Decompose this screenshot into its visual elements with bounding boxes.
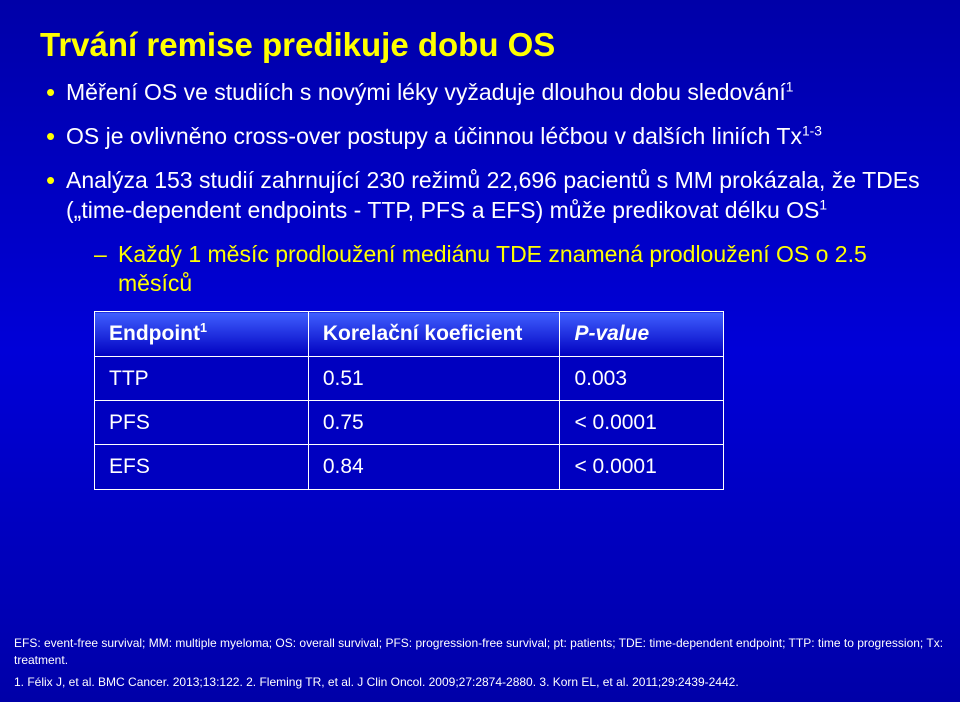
th-koef: Korelační koeficient (308, 312, 560, 356)
cell-pv: < 0.0001 (560, 400, 724, 444)
bullet-2-sup: 1-3 (802, 123, 822, 138)
footnotes: EFS: event-free survival; MM: multiple m… (14, 635, 946, 690)
bullet-3-text: Analýza 153 studií zahrnující 230 režimů… (66, 167, 920, 223)
th-endpoint-text: Endpoint (109, 322, 200, 345)
bullet-1-sup: 1 (786, 79, 794, 94)
sub-bullet-1: Každý 1 měsíc prodloužení mediánu TDE zn… (94, 240, 920, 300)
cell-ep: PFS (95, 400, 309, 444)
slide: Trvání remise predikuje dobu OS Měření O… (0, 0, 960, 702)
slide-title: Trvání remise predikuje dobu OS (40, 26, 920, 64)
cell-koef: 0.51 (308, 356, 560, 400)
correlation-table-wrap: Endpoint1 Korelační koeficient P-value T… (94, 311, 724, 489)
cell-pv: < 0.0001 (560, 445, 724, 489)
bullet-list: Měření OS ve studiích s novými léky vyža… (40, 78, 920, 490)
footnote-refs: 1. Félix J, et al. BMC Cancer. 2013;13:1… (14, 674, 946, 690)
th-endpoint: Endpoint1 (95, 312, 309, 356)
bullet-2: OS je ovlivněno cross-over postupy a úči… (40, 122, 920, 152)
bullet-3: Analýza 153 studií zahrnující 230 režimů… (40, 166, 920, 226)
sub-bullet-1-text: Každý 1 měsíc prodloužení mediánu TDE zn… (118, 241, 867, 297)
table-row: TTP 0.51 0.003 (95, 356, 724, 400)
table-header-row: Endpoint1 Korelační koeficient P-value (95, 312, 724, 356)
cell-pv: 0.003 (560, 356, 724, 400)
bullet-2-text: OS je ovlivněno cross-over postupy a úči… (66, 123, 802, 149)
th-endpoint-sup: 1 (200, 321, 207, 335)
table-row: PFS 0.75 < 0.0001 (95, 400, 724, 444)
th-pvalue: P-value (560, 312, 724, 356)
cell-ep: TTP (95, 356, 309, 400)
cell-koef: 0.75 (308, 400, 560, 444)
bullet-3-sup: 1 (819, 197, 827, 212)
cell-ep: EFS (95, 445, 309, 489)
bullet-1-text: Měření OS ve studiích s novými léky vyža… (66, 79, 786, 105)
bullet-1: Měření OS ve studiích s novými léky vyža… (40, 78, 920, 108)
footnote-abbrev: EFS: event-free survival; MM: multiple m… (14, 635, 946, 667)
cell-koef: 0.84 (308, 445, 560, 489)
correlation-table: Endpoint1 Korelační koeficient P-value T… (94, 311, 724, 489)
table-row: EFS 0.84 < 0.0001 (95, 445, 724, 489)
